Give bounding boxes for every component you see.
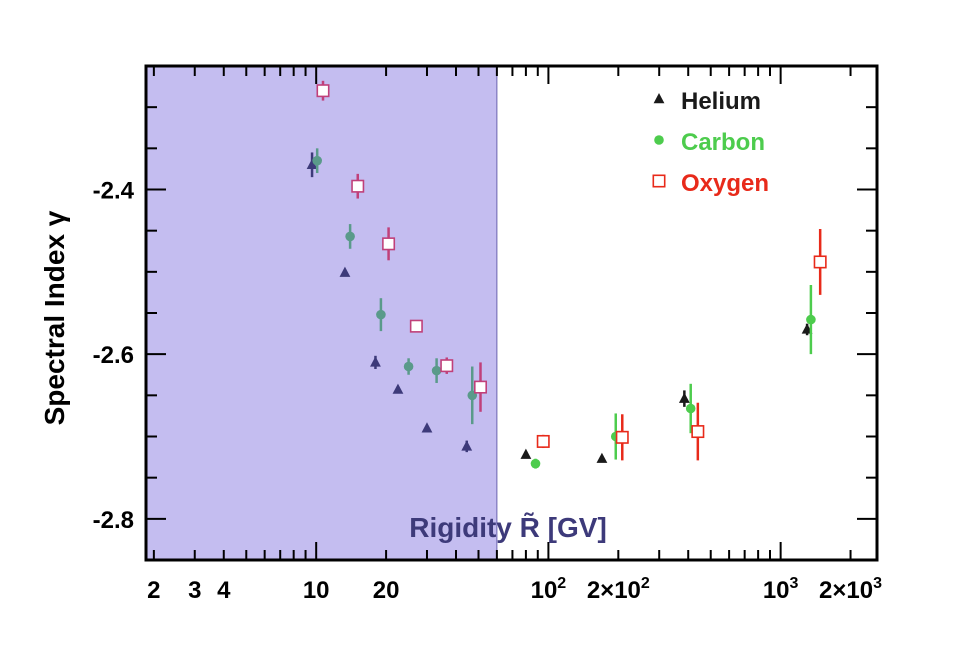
helium-marker	[306, 158, 318, 169]
carbon-point	[376, 298, 386, 332]
oxygen-point	[536, 434, 550, 449]
legend: Helium Carbon Oxygen	[652, 88, 769, 197]
helium-point	[339, 266, 351, 277]
oxygen-point	[409, 319, 423, 333]
y-tick-label: -2.8	[93, 507, 134, 534]
low-rigidity-shaded-region	[145, 65, 498, 561]
helium-marker	[339, 266, 351, 277]
oxygen-marker	[316, 84, 330, 98]
carbon-point	[431, 358, 442, 383]
carbon-point	[806, 285, 816, 355]
oxygen-marker	[440, 359, 454, 373]
x-tick-label-exponent: 3	[790, 575, 799, 592]
x-tick-label: 2	[147, 577, 160, 604]
oxygen-point	[382, 227, 396, 261]
x-tick-label: 3	[188, 577, 201, 604]
x-tick-label: 102	[531, 575, 567, 604]
helium-marker	[370, 356, 381, 367]
helium-point	[392, 383, 404, 394]
helium-point	[370, 355, 381, 369]
x-tick-label-exponent: 2	[557, 575, 566, 592]
oxygen-marker	[813, 255, 827, 269]
helium-marker	[461, 440, 473, 451]
oxygen-marker	[382, 237, 396, 251]
x-tick-labels: 2 3 4 10 20 102 2×102 103 2×103	[147, 575, 882, 604]
oxygen-marker	[351, 179, 365, 193]
oxygen-point	[615, 414, 629, 461]
plot-frame	[144, 64, 879, 562]
data-points	[306, 80, 827, 469]
carbon-marker	[685, 403, 696, 414]
x-tick-label: 103	[763, 575, 799, 604]
oxygen-marker	[536, 434, 550, 448]
helium-marker	[596, 452, 608, 463]
helium-point	[461, 440, 473, 453]
oxygen-point	[316, 80, 330, 101]
x-tick-label: 2×103	[819, 575, 882, 604]
carbon-point	[685, 383, 696, 434]
carbon-point	[530, 458, 541, 469]
helium-marker	[392, 383, 404, 394]
oxygen-point	[691, 402, 705, 461]
legend-carbon-marker	[654, 135, 664, 145]
y-tick-label: -2.4	[93, 178, 135, 205]
helium-marker	[421, 422, 433, 433]
helium-point	[520, 448, 532, 459]
oxygen-marker	[615, 430, 629, 444]
y-tick-labels: -2.8 -2.6 -2.4	[93, 178, 135, 534]
legend-oxygen-marker	[652, 174, 666, 188]
x-tick-label: 10	[303, 577, 330, 604]
y-axis-label: Spectral Index γ	[39, 210, 70, 425]
carbon-point	[345, 224, 355, 249]
axis-ticks	[146, 65, 877, 561]
helium-point	[596, 452, 608, 463]
y-tick-label: -2.6	[93, 342, 134, 369]
oxygen-point	[440, 357, 454, 374]
carbon-marker	[806, 314, 816, 325]
x-tick-label-exponent: 3	[873, 575, 882, 592]
legend-oxygen-label: Oxygen	[681, 170, 769, 197]
x-axis-label: Rigidity R̃ [GV]	[409, 512, 607, 543]
legend-carbon-label: Carbon	[681, 129, 765, 156]
carbon-marker	[403, 361, 414, 372]
x-tick-label-exponent: 2	[641, 575, 650, 592]
legend-helium-marker	[653, 93, 665, 104]
x-tick-label: 4	[217, 577, 231, 604]
carbon-marker	[345, 231, 355, 242]
helium-marker	[678, 392, 690, 403]
carbon-marker	[431, 365, 442, 376]
helium-marker	[520, 448, 532, 459]
oxygen-marker	[473, 380, 487, 394]
x-tick-label: 2×102	[587, 575, 650, 604]
oxygen-marker	[409, 319, 423, 333]
oxygen-point	[473, 362, 487, 412]
carbon-point	[403, 358, 414, 375]
oxygen-marker	[691, 425, 705, 439]
carbon-marker	[530, 458, 541, 469]
legend-helium-label: Helium	[681, 88, 761, 115]
carbon-point	[312, 148, 322, 174]
x-tick-label: 20	[373, 577, 400, 604]
oxygen-point	[813, 229, 827, 295]
helium-point	[421, 422, 433, 433]
oxygen-point	[351, 173, 365, 199]
helium-point	[306, 152, 318, 178]
helium-point	[678, 390, 690, 407]
carbon-marker	[376, 309, 386, 320]
carbon-marker	[312, 155, 322, 166]
